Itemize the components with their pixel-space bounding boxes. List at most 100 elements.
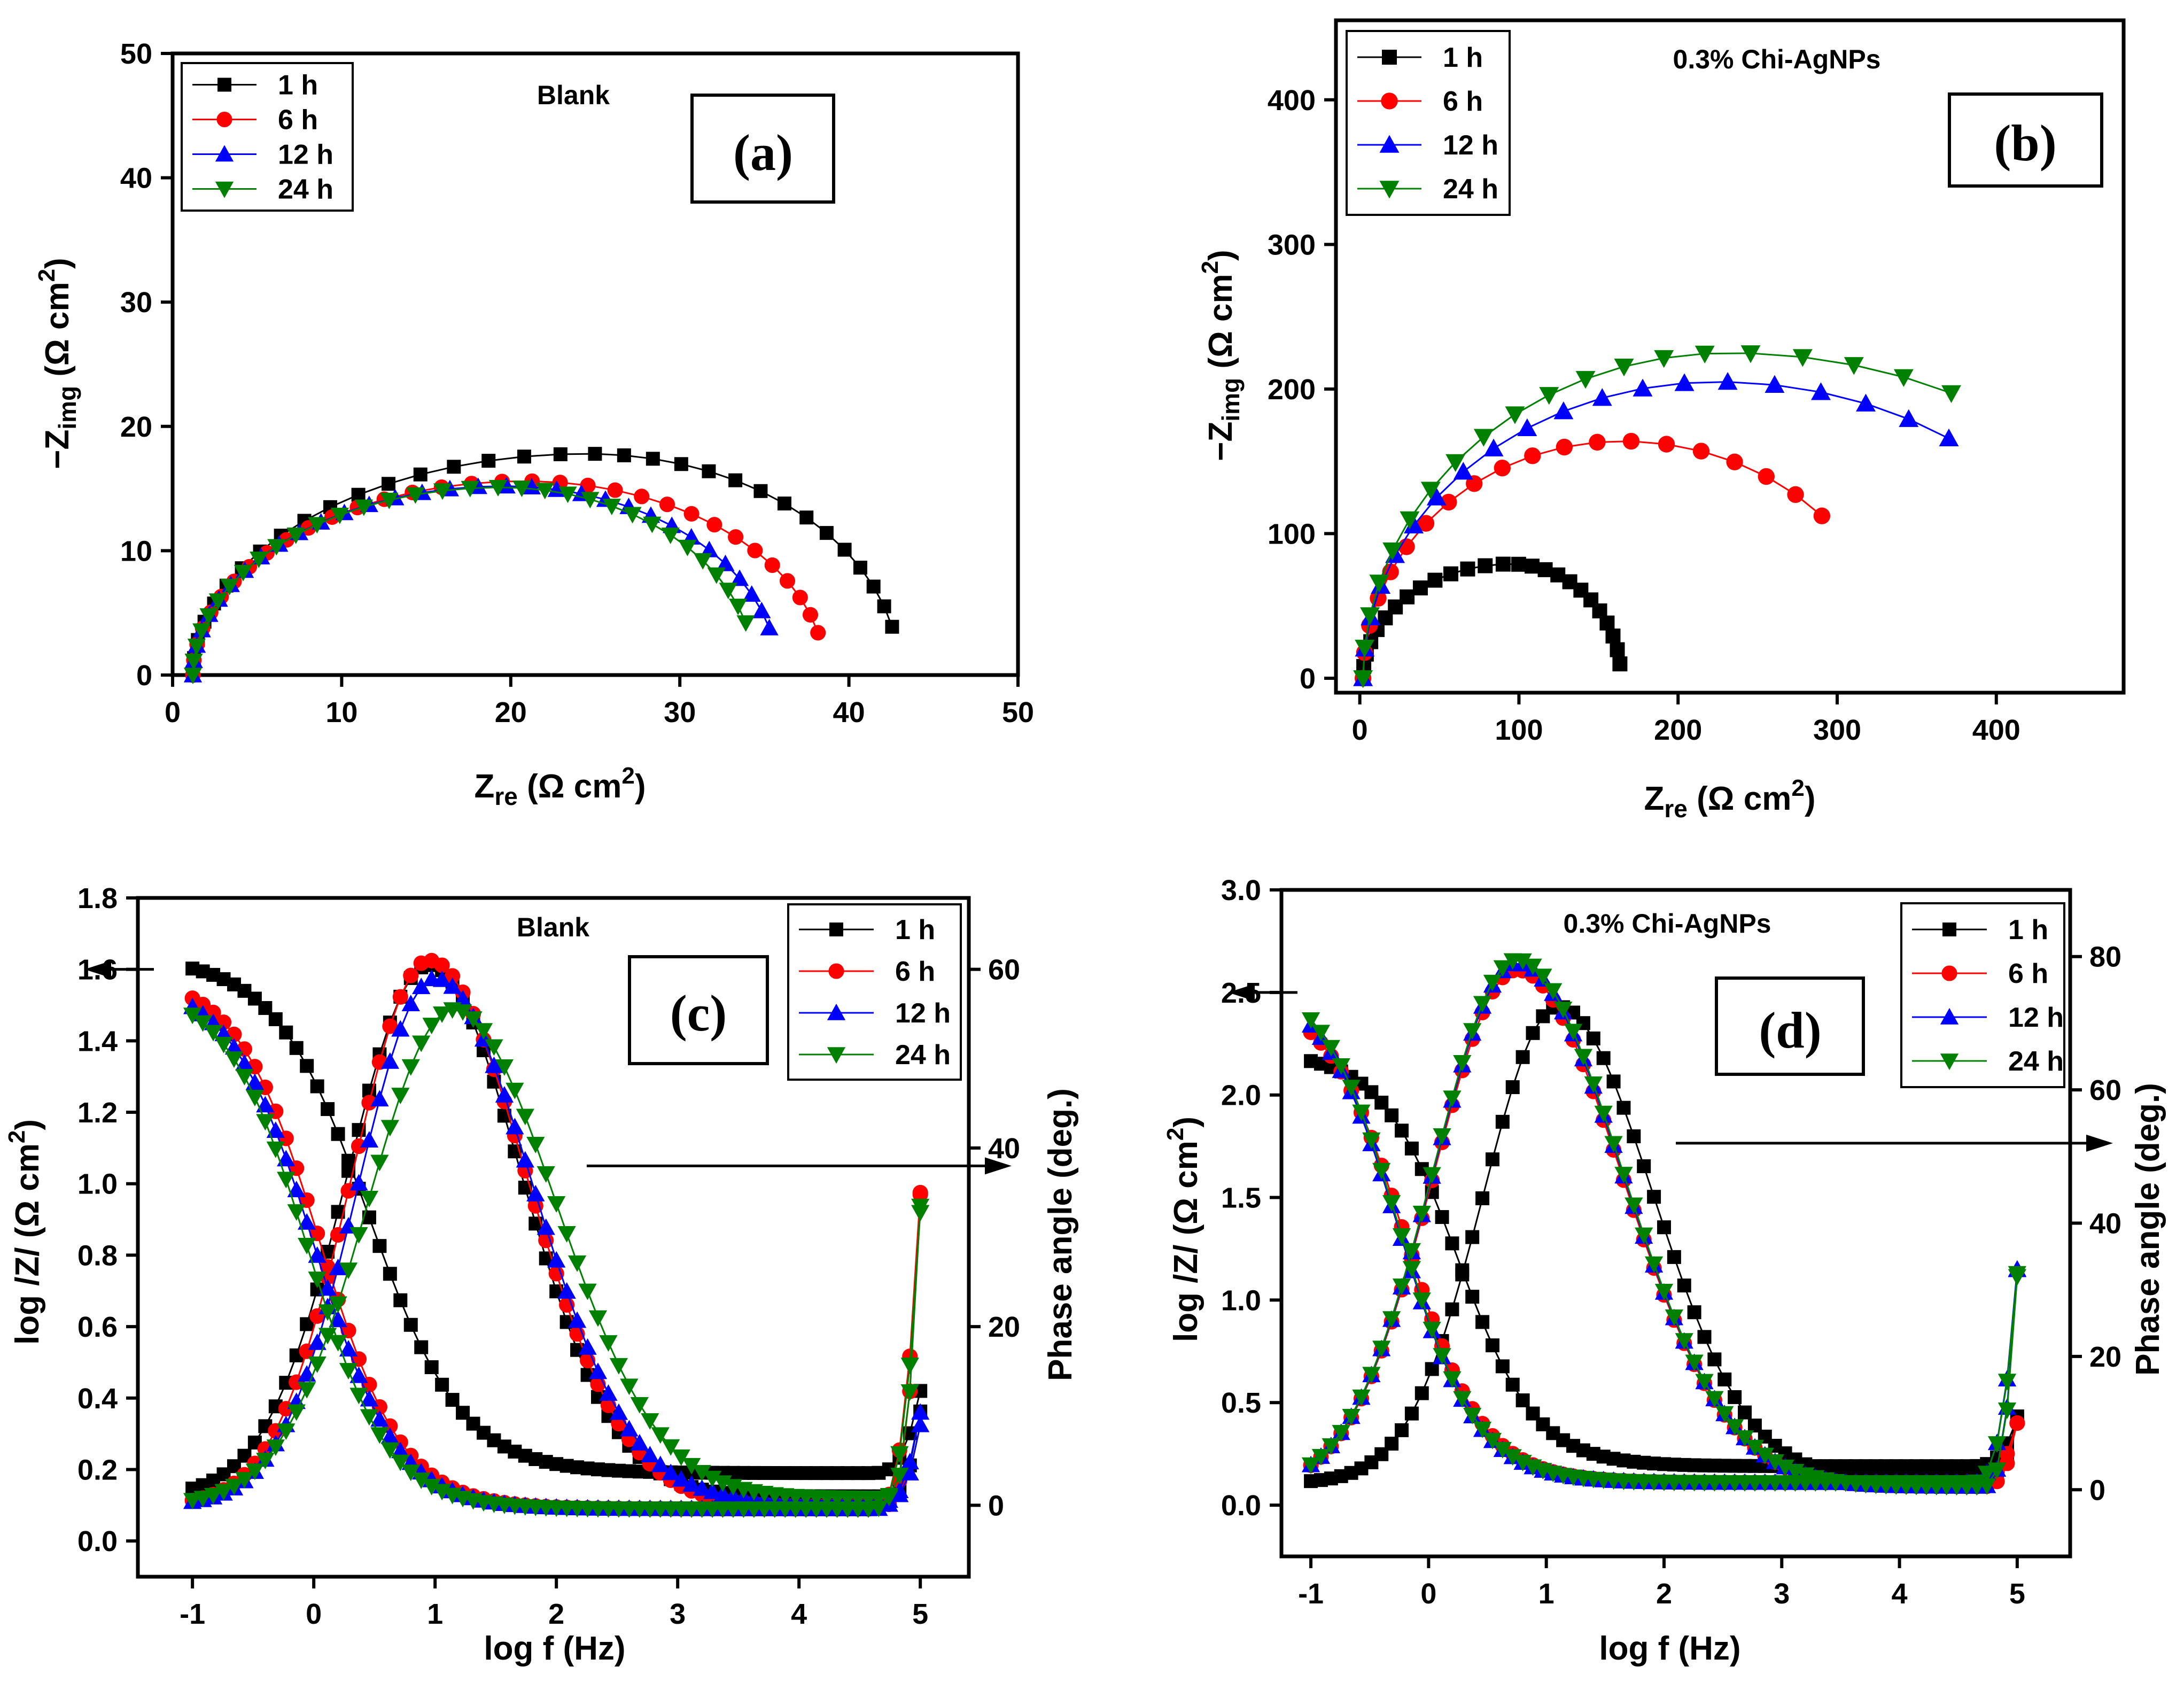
phase-point-24h bbox=[1463, 1023, 1482, 1040]
phase-point-1h bbox=[1385, 1437, 1399, 1451]
modulus-point-24h bbox=[900, 1358, 919, 1375]
phase-point-24h bbox=[1604, 1136, 1623, 1153]
phase-point-1h bbox=[1505, 1080, 1520, 1095]
data-point-24h bbox=[184, 653, 203, 670]
data-point-12h bbox=[1404, 515, 1424, 533]
data-point-1h bbox=[1460, 561, 1475, 577]
modulus-point-1h bbox=[1374, 1096, 1389, 1110]
phase-point-24h bbox=[890, 1468, 909, 1485]
data-point-24h bbox=[183, 668, 203, 685]
data-point-24h bbox=[1353, 670, 1373, 688]
modulus-point-1h bbox=[393, 1293, 408, 1307]
y-tick-label: 0 bbox=[136, 660, 152, 692]
modulus-point-24h bbox=[1453, 1391, 1472, 1408]
data-point-1h bbox=[1612, 656, 1628, 672]
phase-point-24h bbox=[464, 1011, 483, 1028]
modulus-point-24h bbox=[1433, 1348, 1451, 1365]
data-point-1h bbox=[351, 487, 366, 502]
data-point-24h bbox=[1539, 387, 1559, 405]
data-point-12h bbox=[1633, 378, 1653, 397]
phase-point-12h bbox=[485, 1056, 503, 1073]
data-point-1h bbox=[819, 526, 834, 540]
data-point-1h bbox=[728, 473, 743, 487]
modulus-point-12h bbox=[349, 1366, 368, 1383]
modulus-point-24h bbox=[214, 1036, 233, 1053]
phase-point-24h bbox=[1755, 1447, 1774, 1464]
legend-marker bbox=[1940, 1007, 1959, 1025]
modulus-point-1h bbox=[372, 1239, 387, 1253]
phase-point-24h bbox=[1625, 1197, 1643, 1214]
phase-point-1h bbox=[1455, 1267, 1470, 1282]
data-point-24h bbox=[1941, 385, 1962, 404]
phase-point-6h bbox=[538, 1233, 554, 1249]
phase-point-1h bbox=[1738, 1405, 1752, 1420]
modulus-point-1h bbox=[300, 1059, 314, 1073]
phase-point-12h bbox=[651, 1455, 670, 1472]
legend-label: 12 h bbox=[1443, 130, 1498, 161]
phase-point-24h bbox=[568, 1255, 587, 1272]
panel-b: 0 100 200 300 400 0 100 200 300 400 1 h 6 h 12 h 24 … bbox=[1197, 18, 2126, 823]
series-line-1h bbox=[1362, 563, 1621, 679]
x-tick-label: -1 bbox=[180, 1598, 205, 1630]
panel-c-tag-box bbox=[628, 955, 769, 1065]
modulus-point-24h bbox=[1463, 1408, 1482, 1424]
phase-point-12h bbox=[495, 1086, 514, 1103]
modulus-point-24h bbox=[193, 1015, 212, 1032]
legend-label: 6 h bbox=[2008, 958, 2048, 989]
phase-point-24h bbox=[1654, 1284, 1674, 1300]
modulus-point-1h bbox=[321, 1102, 335, 1117]
y-tick-label: 3.0 bbox=[1221, 874, 1261, 906]
y-axis-label-right-c: Phase angle (deg.) bbox=[1042, 1088, 1079, 1381]
data-point-24h bbox=[330, 507, 349, 524]
data-point-1h bbox=[553, 447, 568, 461]
phase-point-1h bbox=[1425, 1362, 1439, 1376]
data-point-24h bbox=[512, 480, 531, 498]
data-point-12h bbox=[1453, 462, 1473, 480]
phase-point-24h bbox=[287, 1404, 306, 1421]
phase-point-24h bbox=[401, 1059, 420, 1076]
arrow-left-head bbox=[84, 960, 111, 978]
data-point-12h bbox=[1553, 401, 1574, 420]
x-tick-label: 300 bbox=[1813, 714, 1861, 746]
legend-label: 24 h bbox=[278, 174, 333, 205]
phase-point-24h bbox=[1614, 1167, 1633, 1183]
modulus-point-24h bbox=[245, 1090, 265, 1106]
modulus-point-1h bbox=[435, 1377, 449, 1392]
phase-point-12h bbox=[588, 1362, 608, 1379]
data-point-24h bbox=[406, 487, 425, 504]
y-tick-label: 0.6 bbox=[77, 1311, 118, 1343]
y-tick-label: 200 bbox=[1268, 374, 1316, 406]
phase-point-24h bbox=[2008, 1269, 2027, 1286]
phase-point-24h bbox=[1695, 1374, 1714, 1391]
phase-point-24h bbox=[391, 1088, 410, 1105]
y-right-tick-label: 20 bbox=[2089, 1341, 2121, 1373]
series-line-6h bbox=[1362, 440, 1823, 678]
modulus-point-24h bbox=[360, 1409, 379, 1426]
y-tick-label: 0.0 bbox=[77, 1525, 118, 1557]
legend-box bbox=[1900, 902, 2065, 1088]
y-axis-label-left-c: log /Z/ (Ω cm2) bbox=[4, 1119, 46, 1345]
phase-point-24h bbox=[1473, 996, 1492, 1013]
phase-point-1h bbox=[1395, 1423, 1409, 1437]
x-tick-label: 5 bbox=[912, 1598, 928, 1630]
panel-a: 0 10 20 30 40 50 0 10 20 30 40 50 1 h 6 h12 h 24 h Bl… bbox=[34, 38, 1034, 810]
phase-point-24h bbox=[412, 1035, 431, 1052]
data-point-24h bbox=[234, 564, 253, 582]
modulus-point-24h bbox=[869, 1500, 888, 1517]
phase-point-24h bbox=[1423, 1167, 1441, 1184]
phase-point-24h bbox=[349, 1227, 368, 1244]
x-tick-label: 3 bbox=[1774, 1578, 1790, 1610]
phase-point-1h bbox=[1445, 1302, 1459, 1316]
phase-point-24h bbox=[599, 1335, 618, 1352]
modulus-point-1h bbox=[310, 1079, 324, 1094]
y-tick-label: 0.2 bbox=[77, 1454, 118, 1486]
phase-point-1h bbox=[1616, 1100, 1631, 1115]
phase-point-1h bbox=[1707, 1352, 1722, 1367]
panel-d-tag: (d) bbox=[1759, 1002, 1821, 1059]
y-axis-label-b: −Zimg (Ω cm2) bbox=[1197, 250, 1245, 461]
phase-point-1h bbox=[1475, 1191, 1490, 1205]
series-line-12h bbox=[192, 485, 770, 676]
phase-point-6h bbox=[392, 989, 408, 1005]
phase-point-24h bbox=[1776, 1459, 1794, 1476]
arrow-right-head bbox=[2086, 1134, 2113, 1152]
